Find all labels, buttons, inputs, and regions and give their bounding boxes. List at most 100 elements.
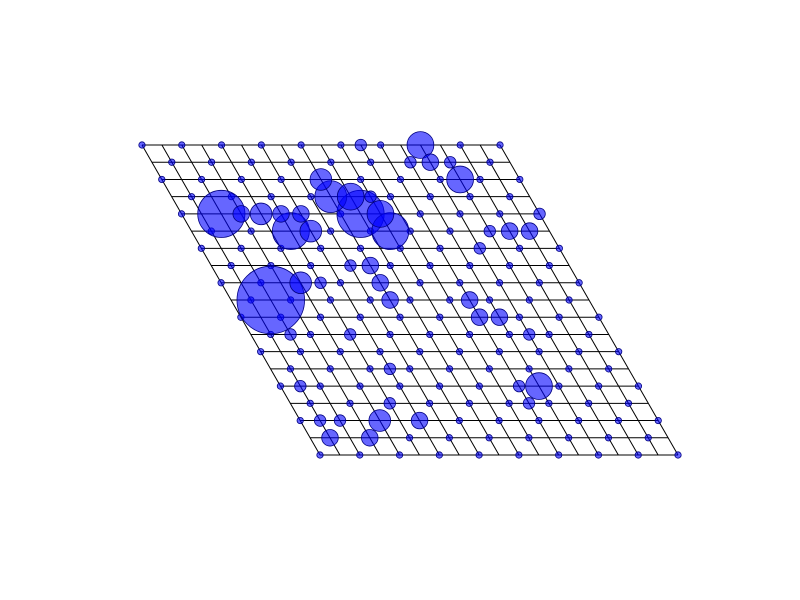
data-point-marker [522,397,536,410]
data-point-marker [276,382,285,390]
data-point-marker [236,265,305,335]
data-point-marker [381,291,399,309]
data-point-marker [512,379,526,393]
data-point-marker [396,313,404,321]
data-point-marker [466,193,474,201]
data-point-marker [500,222,519,240]
data-point-marker [473,242,486,255]
data-point-marker [396,175,405,184]
data-point-marker [525,434,533,442]
data-point-marker [289,271,312,295]
data-point-marker [565,434,573,442]
data-point-marker [466,261,474,270]
data-point-marker [395,451,404,459]
data-point-marker [405,434,414,442]
data-point-marker [505,330,513,339]
grid-column-line [420,144,599,456]
data-point-marker [356,244,365,252]
data-point-marker [187,193,196,201]
data-point-marker [197,175,206,184]
data-point-marker [299,219,323,243]
data-point-marker [456,279,464,287]
data-point-marker [614,416,623,425]
data-point-marker [168,158,176,166]
data-point-marker [249,202,273,226]
data-point-marker [595,382,603,390]
data-point-marker [575,279,583,287]
data-point-marker [495,279,504,287]
data-point-marker [247,227,255,235]
data-point-marker [426,330,434,339]
data-point-marker [674,451,682,459]
data-point-marker [346,399,354,407]
data-point-marker [426,193,434,201]
data-point-marker [316,451,324,459]
data-point-marker [376,348,384,356]
data-point-marker [361,256,380,275]
data-point-marker [496,141,504,149]
data-point-marker [386,261,394,270]
data-point-marker [615,348,623,356]
data-point-marker [366,365,374,373]
data-point-marker [485,296,494,304]
data-point-marker [644,434,652,442]
data-point-marker [371,274,389,292]
data-point-marker [575,416,583,425]
data-point-marker [396,382,404,390]
data-point-marker [337,141,345,149]
data-point-marker [177,210,186,218]
data-point-marker [455,348,464,356]
data-point-marker [515,451,523,459]
data-point-marker [404,156,417,169]
data-point-marker [336,279,345,287]
data-point-marker [436,244,444,252]
grid-column-line [221,144,400,456]
data-point-marker [309,168,333,191]
data-point-marker [158,175,166,184]
data-point-marker [654,416,662,425]
data-point-marker [435,382,444,390]
data-point-marker [520,222,539,240]
data-point-marker [421,153,440,171]
data-point-marker [294,379,307,393]
data-point-marker [272,205,290,223]
data-point-marker [456,210,464,218]
data-point-marker [178,141,186,149]
data-point-marker [356,451,364,459]
data-point-marker [604,434,613,442]
data-point-marker [406,296,414,304]
data-point-marker [634,451,642,459]
data-point-marker [496,210,504,218]
data-point-marker [416,348,424,356]
data-point-marker [286,365,295,373]
data-point-marker [336,182,365,211]
data-point-marker [506,193,514,201]
grid-column-line [459,144,639,456]
data-point-marker [565,296,573,304]
data-point-marker [366,200,395,228]
data-point-marker [516,175,524,184]
data-point-marker [585,399,593,407]
grid-column-line [499,144,679,456]
data-point-marker [138,141,146,149]
data-point-marker [515,244,524,252]
data-point-marker [277,175,285,184]
data-point-marker [227,261,235,270]
marker-layer [138,131,682,459]
data-point-marker [460,291,479,309]
data-point-marker [257,141,265,149]
data-point-marker [515,313,523,321]
data-point-marker [486,158,494,166]
data-point-marker [425,399,434,407]
data-point-marker [435,451,443,459]
data-point-marker [306,330,315,339]
data-point-marker [316,313,325,321]
data-point-marker [333,414,347,427]
data-point-marker [525,372,553,400]
data-point-marker [314,276,327,289]
data-point-marker [383,397,396,410]
data-point-marker [555,244,563,252]
data-point-marker [367,158,375,166]
data-point-marker [416,210,424,218]
